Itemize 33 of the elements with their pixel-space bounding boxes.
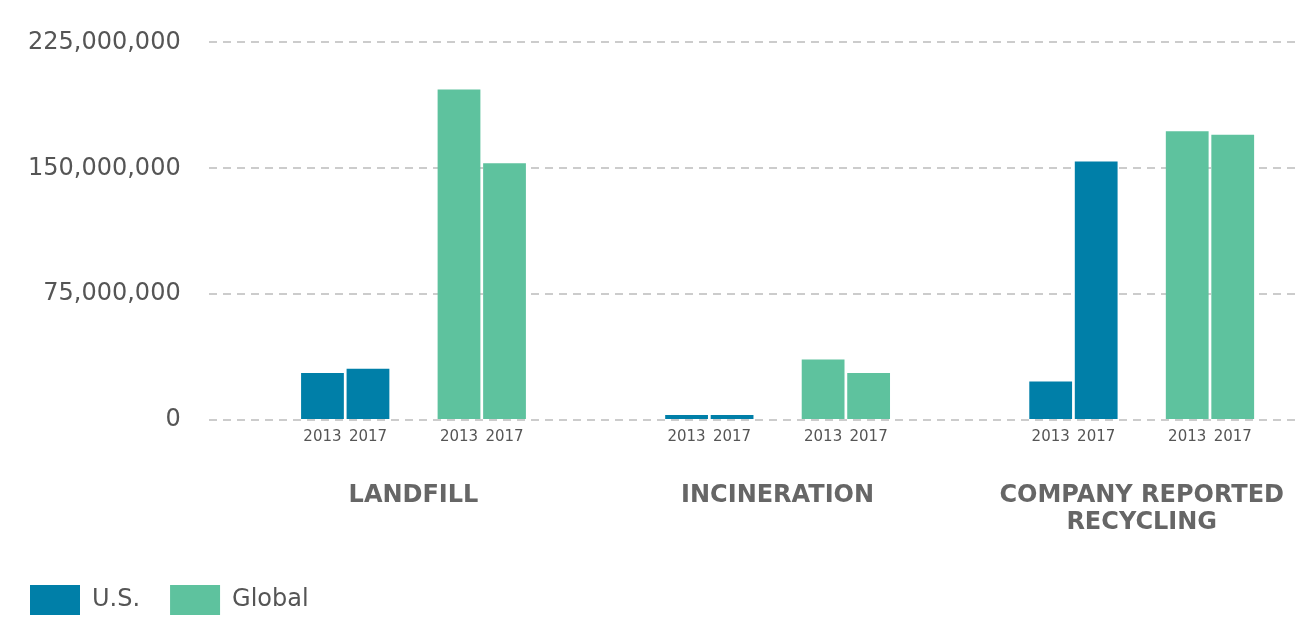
y-tick-label: 150,000,000 xyxy=(28,152,181,181)
x-tick-label: 2017 xyxy=(348,426,388,445)
y-tick-label: 75,000,000 xyxy=(43,278,181,307)
bar xyxy=(301,373,344,419)
text: INCINERATION xyxy=(681,480,875,509)
x-tick-label: 2017 xyxy=(1213,426,1252,445)
text: COMPANY REPORTED RECYCLING xyxy=(999,480,1285,536)
x-tick-label: 2013 xyxy=(303,426,342,445)
y-tick-label: 225,000,000 xyxy=(28,26,181,55)
x-tick-label: 2017 xyxy=(849,426,888,445)
bar xyxy=(665,414,708,419)
text: LANDFILL xyxy=(348,480,479,509)
legend-label: U.S. xyxy=(92,584,141,613)
bar xyxy=(710,414,754,419)
y-tick-label: 0 xyxy=(165,404,181,433)
x-tick-label: 2013 xyxy=(804,426,843,445)
x-tick-label: 2017 xyxy=(1077,426,1116,445)
bar xyxy=(483,163,526,419)
x-tick-label: 2017 xyxy=(712,426,752,445)
bar xyxy=(1029,381,1073,419)
bar xyxy=(346,368,390,419)
bar xyxy=(437,89,481,419)
bar xyxy=(1074,161,1118,419)
legend-label: Global xyxy=(232,584,309,613)
bar xyxy=(801,359,845,419)
x-tick-label: 2013 xyxy=(667,426,706,445)
bar xyxy=(847,373,891,419)
x-tick-label: 2013 xyxy=(1168,426,1207,445)
bar xyxy=(1211,134,1255,419)
x-tick-label: 2017 xyxy=(485,426,524,445)
x-tick-label: 2013 xyxy=(1031,426,1070,445)
x-tick-label: 2013 xyxy=(439,426,479,445)
bar xyxy=(1165,131,1209,419)
